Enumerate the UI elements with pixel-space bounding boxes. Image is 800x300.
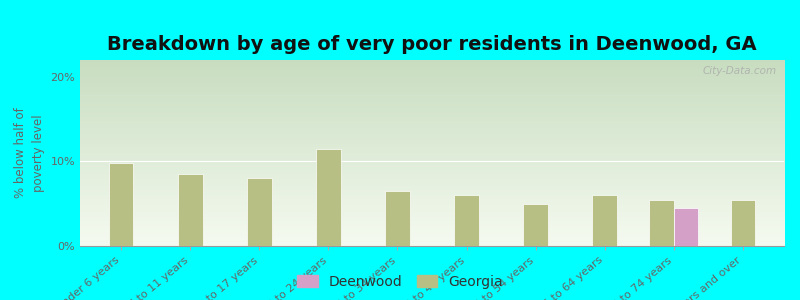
Legend: Deenwood, Georgia: Deenwood, Georgia xyxy=(293,271,507,293)
Bar xyxy=(674,208,698,246)
Bar xyxy=(386,191,410,246)
Text: City-Data.com: City-Data.com xyxy=(703,66,777,76)
Bar xyxy=(650,200,674,246)
Bar xyxy=(247,178,271,246)
Y-axis label: % below half of
poverty level: % below half of poverty level xyxy=(14,108,45,198)
Bar xyxy=(730,200,754,246)
Bar xyxy=(593,195,617,246)
Bar xyxy=(523,204,548,246)
Bar xyxy=(454,195,478,246)
Bar xyxy=(110,163,134,246)
Title: Breakdown by age of very poor residents in Deenwood, GA: Breakdown by age of very poor residents … xyxy=(107,35,757,54)
Bar xyxy=(316,149,341,246)
Bar xyxy=(178,174,202,246)
